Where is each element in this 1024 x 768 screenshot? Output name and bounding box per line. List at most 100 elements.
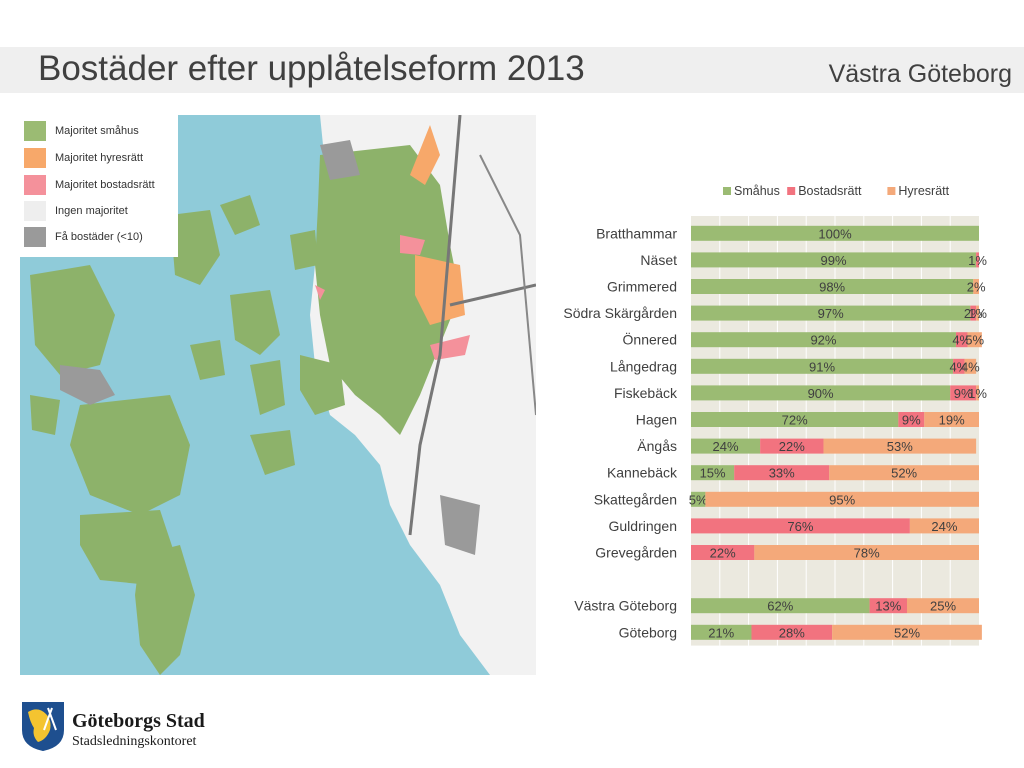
data-label: 24% — [931, 519, 957, 534]
legend-swatch-bostadsratt — [24, 175, 46, 195]
bar-segment — [734, 465, 830, 481]
bar-segment — [976, 305, 979, 321]
category-label: Guldringen — [609, 518, 678, 534]
map-legend: Majoritet småhus Majoritet hyresrätt Maj… — [20, 115, 178, 257]
bar-segment — [754, 545, 979, 560]
data-label: 62% — [767, 599, 793, 614]
data-label: 53% — [887, 439, 913, 454]
legend-label: Majoritet hyresrätt — [55, 152, 144, 164]
data-label: 33% — [769, 466, 795, 481]
data-label: 1% — [968, 253, 987, 268]
legend-label: Få bostäder (<10) — [55, 231, 143, 243]
legend-swatch-hyresratt — [24, 148, 46, 168]
bar-segment — [691, 545, 755, 560]
bar-segment — [953, 358, 965, 374]
legend-item-bostadsratt: Majoritet bostadsrätt — [24, 175, 155, 195]
goteborg-logo-icon — [22, 702, 64, 752]
data-label: 5% — [965, 333, 984, 348]
data-label: 95% — [829, 492, 855, 507]
bar-segment — [691, 412, 899, 427]
data-label: 99% — [821, 253, 847, 268]
org-name: Göteborgs Stad — [72, 710, 205, 732]
bar-segment — [898, 412, 925, 427]
bar-segment — [967, 332, 982, 348]
data-label: 25% — [930, 599, 956, 614]
category-label: Hagen — [636, 412, 677, 428]
data-label: 5% — [689, 492, 708, 507]
data-label: 9% — [954, 386, 973, 401]
bar-segment — [691, 332, 956, 348]
legend-swatch — [723, 187, 731, 195]
page-title: Bostäder efter upplåtelseform 2013 — [38, 49, 585, 88]
category-label: Göteborg — [619, 624, 677, 640]
data-label: 76% — [787, 519, 813, 534]
data-label: 90% — [808, 386, 834, 401]
data-label: 1% — [968, 306, 987, 321]
bar-segment — [909, 518, 979, 534]
bar-segment — [691, 225, 979, 241]
bar-segment — [691, 624, 752, 640]
bar-segment — [829, 465, 979, 481]
category-label: Näset — [640, 252, 677, 268]
region-label: Västra Göteborg — [828, 60, 1012, 88]
data-label: 4% — [952, 333, 971, 348]
data-label: 4% — [961, 359, 980, 374]
data-label: 28% — [779, 625, 805, 640]
bar-segment — [691, 358, 954, 374]
legend-entry: Bostadsrätt — [798, 184, 862, 198]
category-label: Ängås — [637, 438, 677, 454]
data-label: 24% — [713, 439, 739, 454]
bar-segment — [691, 491, 706, 507]
bar-segment — [691, 252, 977, 268]
bar-segment — [691, 598, 870, 614]
legend-swatch-smahus — [24, 121, 46, 141]
bar-segment — [976, 385, 979, 401]
legend-swatch-fa-bostader — [24, 227, 46, 247]
data-label: 52% — [891, 466, 917, 481]
legend-entry: Hyresrätt — [898, 184, 949, 198]
legend-item-fa-bostader: Få bostäder (<10) — [24, 227, 143, 247]
category-label: Önnered — [623, 331, 677, 348]
bar-segment — [973, 279, 979, 294]
stacked-bar-chart: Småhus Bostadsrätt Hyresrätt Bratthammar 100… — [563, 184, 987, 646]
category-label: Skattegården — [594, 491, 677, 507]
legend-swatch — [887, 187, 896, 195]
data-label: 72% — [782, 413, 808, 428]
legend-entry: Småhus — [734, 184, 780, 198]
legend-swatch-ingen — [24, 201, 46, 221]
title-bar — [0, 47, 1024, 93]
bar-segment — [691, 438, 761, 454]
data-label: 91% — [809, 359, 835, 374]
bar-segment — [705, 491, 979, 507]
legend-item-smahus: Majoritet småhus — [24, 121, 139, 141]
data-label: 9% — [902, 413, 921, 428]
data-label: 22% — [779, 439, 805, 454]
data-label: 52% — [894, 625, 920, 640]
data-label: 13% — [875, 599, 901, 614]
data-label: 100% — [818, 226, 852, 241]
legend-label: Majoritet bostadsrätt — [55, 179, 155, 191]
data-label: 19% — [939, 413, 965, 428]
bar-segment — [832, 624, 982, 640]
bar-segment — [691, 279, 974, 294]
bar-segment — [691, 465, 735, 481]
bar-segment — [970, 305, 977, 321]
data-label: 21% — [708, 625, 734, 640]
bar-segment — [907, 598, 979, 614]
category-label: Södra Skärgården — [563, 305, 677, 321]
data-label: 97% — [818, 306, 844, 321]
category-label: Västra Göteborg — [574, 598, 677, 614]
bar-segment — [976, 252, 979, 268]
data-label: 78% — [854, 546, 880, 561]
bar-segment — [950, 385, 977, 401]
map-residential-area — [315, 145, 460, 435]
category-label: Kannebäck — [607, 465, 678, 481]
bar-segment — [751, 624, 833, 640]
bar-segment — [691, 305, 971, 321]
legend-label: Ingen majoritet — [55, 205, 128, 217]
category-label: Bratthammar — [596, 225, 677, 241]
bar-segment — [955, 332, 968, 348]
category-label: Fiskebäck — [614, 385, 678, 401]
data-label: 22% — [710, 546, 736, 561]
bar-segment — [869, 598, 907, 614]
